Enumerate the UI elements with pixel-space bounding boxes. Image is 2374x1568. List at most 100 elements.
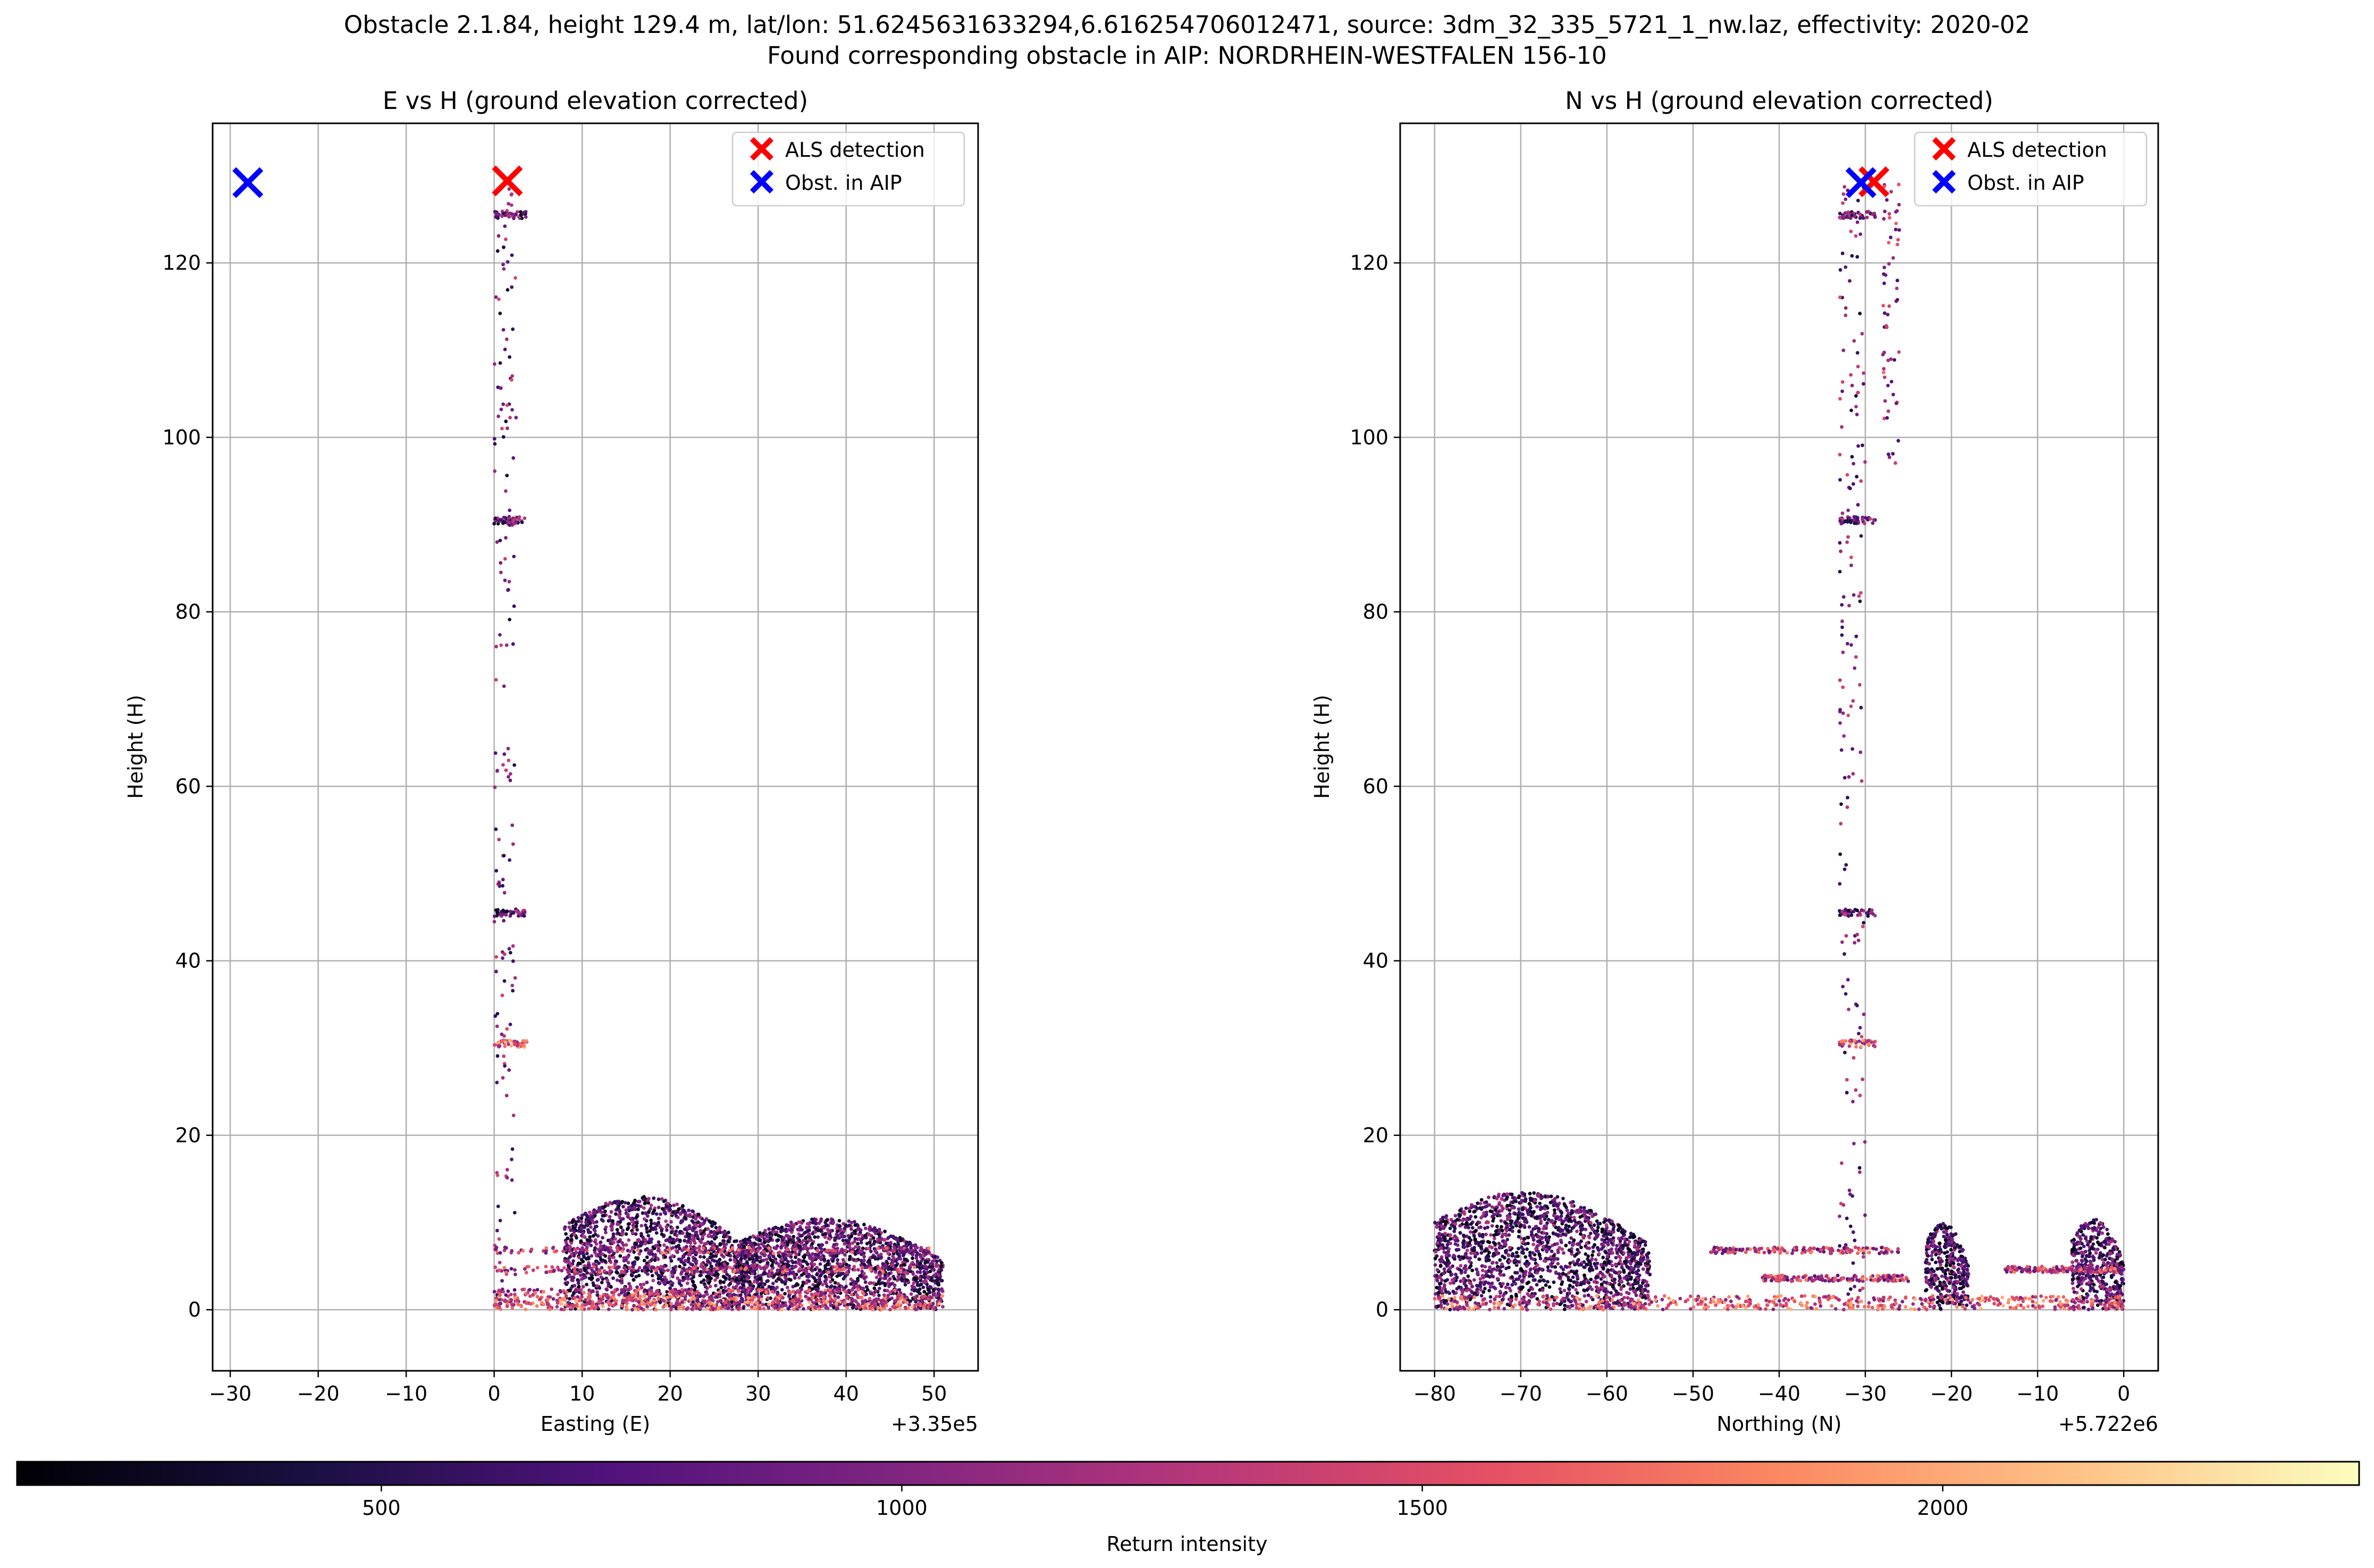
point-cloud-dot [669,1259,674,1263]
point-cloud-dot [642,1217,646,1221]
point-cloud-dot [836,1295,840,1300]
point-cloud-dot [810,1259,814,1263]
point-cloud-dot [625,1305,629,1310]
point-cloud-dot [659,1212,662,1216]
point-cloud-dot [1896,279,1899,283]
point-cloud-dot [614,1200,619,1204]
point-cloud-dot [1865,215,1869,220]
point-cloud-dot [601,1236,604,1240]
point-cloud-dot [753,1267,757,1270]
point-cloud-dot [607,1250,611,1254]
point-cloud-dot [783,1292,787,1296]
point-cloud-dot [502,891,507,895]
point-cloud-dot [940,1279,944,1283]
point-cloud-dot [872,1304,877,1308]
point-cloud-dot [609,1302,613,1306]
point-cloud-dot [498,1251,502,1255]
point-cloud-dot [503,224,507,228]
point-cloud-dot [1842,867,1847,871]
y-tick-label: 100 [162,426,201,449]
point-cloud-dot [739,1266,743,1270]
point-cloud-dot [630,1230,635,1235]
point-cloud-dot [671,1237,675,1242]
point-cloud-dot [708,1255,712,1260]
point-cloud-dot [617,1213,621,1218]
point-cloud-dot [613,1237,617,1241]
point-cloud-dot [1889,357,1893,361]
point-cloud-dot [634,1292,638,1296]
point-cloud-dot [804,1236,808,1240]
point-cloud-dot [689,1287,694,1292]
point-cloud-dot [511,642,515,646]
point-cloud-dot [746,1254,751,1259]
point-cloud-dot [1858,1170,1862,1174]
point-cloud-dot [619,1303,624,1308]
point-cloud-dot [508,508,512,512]
point-cloud-dot [625,1301,629,1305]
point-cloud-dot [735,1284,738,1288]
point-cloud-dot [859,1241,863,1245]
point-cloud-dot [1897,182,1901,187]
point-cloud-dot [1845,1216,1849,1220]
point-cloud-dot [750,1250,753,1254]
point-cloud-dot [516,520,520,525]
point-cloud-dot [1841,650,1845,654]
point-cloud-dot [1848,279,1852,283]
point-cloud-dot [1840,1161,1843,1165]
point-cloud-dot [616,1249,620,1253]
point-cloud-dot [569,1228,573,1233]
point-cloud-dot [1847,775,1851,779]
point-cloud-dot [545,1303,550,1306]
point-cloud-dot [840,1285,844,1288]
point-cloud-dot [737,1289,741,1293]
point-cloud-dot [588,1295,592,1300]
point-cloud-dot [824,1278,828,1282]
point-cloud-dot [770,1289,775,1294]
point-cloud-dot [647,1296,652,1300]
point-cloud-dot [676,1210,680,1214]
point-cloud-dot [776,1251,780,1255]
point-cloud-dot [768,1237,772,1241]
point-cloud-dot [643,1238,647,1242]
point-cloud-dot [1862,216,1865,220]
point-cloud-dot [715,1266,719,1270]
point-cloud-dot [753,1280,756,1284]
point-cloud-dot [582,1235,586,1239]
point-cloud-dot [573,1266,577,1270]
point-cloud-dot [902,1275,906,1279]
point-cloud-dot [705,1267,709,1271]
point-cloud-dot [576,1216,580,1220]
point-cloud-dot [1857,911,1862,915]
point-cloud-dot [659,1264,663,1269]
point-cloud-dot [1844,863,1848,867]
point-cloud-dot [607,1257,611,1260]
point-cloud-dot [851,1305,855,1310]
point-cloud-dot [1861,443,1865,448]
point-cloud-dot [1868,517,1872,521]
point-cloud-dot [770,1271,774,1275]
point-cloud-dot [639,1286,644,1290]
point-cloud-dot [932,1288,936,1292]
point-cloud-dot [620,1241,624,1245]
point-cloud-dot [791,1237,795,1241]
point-cloud-dot [596,1234,600,1238]
point-cloud-dot [776,1238,780,1242]
point-cloud-dot [685,1245,688,1249]
point-cloud-dot [572,1227,576,1231]
point-cloud-dot [739,1293,743,1297]
point-cloud-dot [508,1022,512,1026]
point-cloud-dot [636,1256,640,1260]
point-cloud-dot [794,1260,798,1264]
point-cloud-dot [833,1238,837,1242]
point-cloud-dot [823,1288,827,1293]
x-tick-label: 20 [658,1382,683,1405]
point-cloud-dot [761,1283,765,1287]
point-cloud-dot [912,1243,916,1247]
point-cloud-dot [497,1237,501,1241]
point-cloud-dot [706,1227,710,1231]
point-cloud-dot [600,1218,604,1222]
point-cloud-dot [810,1242,814,1246]
point-cloud-dot [1838,852,1842,856]
point-cloud-dot [766,1296,770,1300]
